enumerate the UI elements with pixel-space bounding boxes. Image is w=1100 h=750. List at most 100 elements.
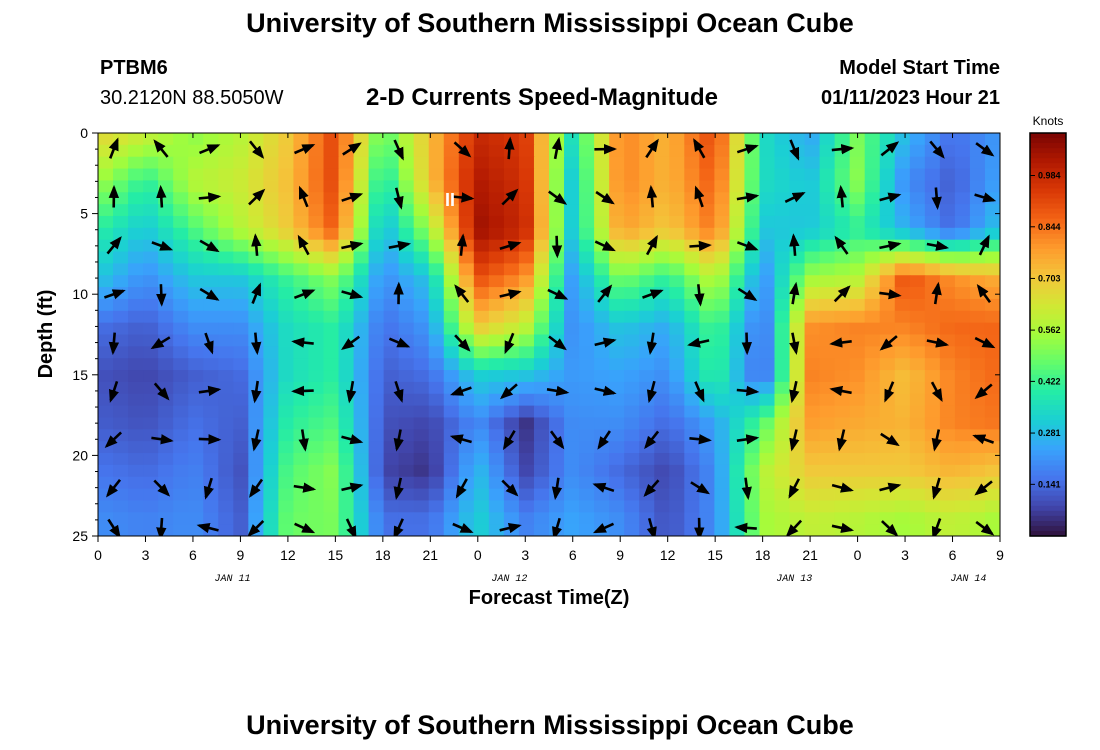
heatmap-cell — [594, 215, 610, 229]
heatmap-cell — [864, 429, 881, 442]
heatmap-cell — [744, 524, 761, 536]
heatmap-cell — [428, 180, 445, 193]
heatmap-cell — [218, 393, 234, 407]
heatmap-cell — [308, 156, 325, 170]
heatmap-cell — [819, 275, 836, 288]
heatmap-cell — [503, 464, 520, 478]
heatmap-cell — [143, 441, 159, 454]
heatmap-cell — [669, 417, 685, 430]
heatmap-cell — [263, 310, 279, 324]
heatmap-cell — [488, 275, 505, 288]
heatmap-cell — [669, 346, 685, 359]
heatmap-cell — [428, 287, 445, 300]
heatmap-cell — [233, 310, 249, 324]
heatmap-cell — [849, 453, 866, 466]
heatmap-cell — [939, 488, 956, 502]
heatmap-cell — [624, 524, 640, 536]
heatmap-cell — [203, 180, 219, 193]
heatmap-cell — [113, 453, 129, 466]
heatmap-cell — [594, 464, 610, 478]
heatmap-cell — [894, 464, 911, 478]
heatmap-cell — [128, 417, 144, 430]
heatmap-cell — [894, 287, 911, 300]
heatmap-cell — [579, 263, 595, 276]
heatmap-cell — [158, 215, 174, 229]
heatmap-cell — [759, 393, 776, 407]
current-arrow — [976, 283, 992, 304]
heatmap-cell — [293, 215, 310, 229]
heatmap-cell — [458, 310, 475, 324]
heatmap-cell — [293, 251, 310, 264]
heatmap-cell — [263, 133, 279, 146]
heatmap-cell — [308, 275, 325, 288]
current-arrow — [502, 430, 516, 451]
heatmap-cell — [173, 370, 189, 383]
heatmap-cell — [533, 263, 550, 276]
heatmap-cell — [654, 227, 670, 241]
heatmap-cell — [654, 168, 670, 182]
heatmap-cell — [503, 168, 520, 182]
heatmap-cell — [684, 370, 700, 383]
heatmap-cell — [549, 334, 565, 347]
heatmap-cell — [954, 476, 971, 490]
heatmap-cell — [684, 215, 700, 229]
heatmap-cell — [308, 524, 325, 536]
current-arrow — [393, 187, 404, 210]
heatmap-cell — [473, 464, 490, 478]
colorbar-segment — [1030, 510, 1066, 517]
heatmap-cell — [969, 215, 986, 229]
heatmap-cell — [188, 512, 204, 525]
heatmap-cell — [203, 441, 219, 454]
heatmap-cell — [338, 180, 355, 193]
heatmap-cell — [984, 322, 1000, 336]
current-arrow — [449, 434, 472, 445]
heatmap-cell — [759, 524, 776, 536]
heatmap-cell — [549, 464, 565, 478]
heatmap-cell — [98, 180, 114, 193]
heatmap-cell — [488, 334, 505, 347]
heatmap-cell — [564, 488, 580, 502]
heatmap-cell — [924, 346, 941, 359]
heatmap-cell — [353, 488, 370, 502]
heatmap-cell — [654, 263, 670, 276]
heatmap-cell — [639, 346, 655, 359]
heatmap-cell — [969, 310, 986, 324]
heatmap-cell — [579, 346, 595, 359]
heatmap-cell — [819, 239, 836, 253]
heatmap-cell — [458, 298, 475, 312]
current-arrow — [293, 289, 316, 300]
heatmap-cell — [894, 156, 911, 170]
heatmap-cell — [293, 204, 310, 217]
colorbar-segment — [1030, 143, 1066, 149]
heatmap-cell — [188, 346, 204, 359]
heatmap-cell — [368, 239, 385, 253]
heatmap-cell — [654, 453, 670, 466]
heatmap-cell — [443, 215, 460, 229]
heatmap-cell — [188, 370, 204, 383]
heatmap-cell — [939, 310, 956, 324]
heatmap-cell — [173, 524, 189, 536]
heatmap-cell — [759, 464, 776, 478]
colorbar-segment — [1030, 440, 1066, 446]
heatmap-cell — [984, 393, 1000, 407]
current-arrow — [972, 434, 995, 445]
heatmap-cell — [128, 512, 144, 525]
heatmap-cell — [804, 476, 821, 490]
current-arrow — [203, 332, 214, 355]
heatmap-cell — [774, 310, 791, 324]
heatmap-cell — [624, 180, 640, 193]
heatmap-cell — [609, 512, 625, 525]
heatmap-cell — [128, 275, 144, 288]
heatmap-cell — [969, 453, 986, 466]
heatmap-cell — [729, 156, 746, 170]
heatmap-cell — [278, 251, 295, 264]
heatmap-cell — [488, 381, 505, 395]
heatmap-cell — [173, 263, 189, 276]
heatmap-cell — [729, 405, 746, 419]
heatmap-cell — [849, 417, 866, 430]
heatmap-cell — [158, 488, 174, 502]
heatmap-cell — [954, 334, 971, 347]
heatmap-cell — [203, 275, 219, 288]
heatmap-cell — [233, 168, 249, 182]
current-arrow — [393, 477, 404, 500]
